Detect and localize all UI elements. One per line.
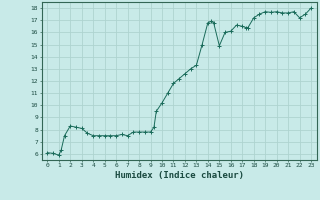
X-axis label: Humidex (Indice chaleur): Humidex (Indice chaleur) [115, 171, 244, 180]
